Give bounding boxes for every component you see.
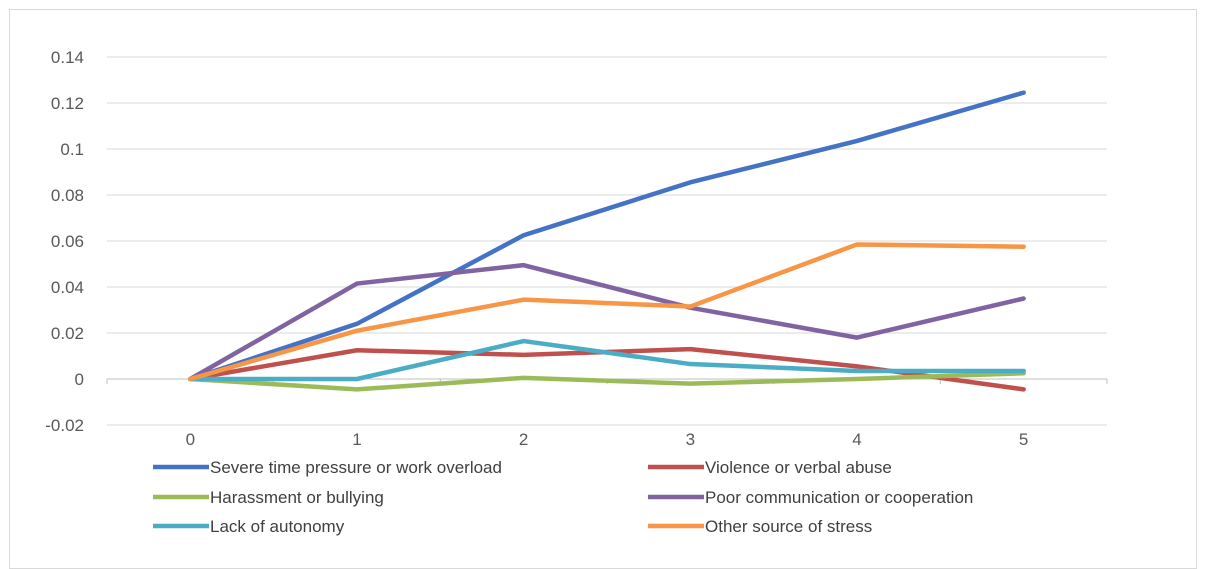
x-tick-label: 1: [352, 430, 361, 449]
legend-label: Lack of autonomy: [210, 517, 345, 536]
y-tick-label: 0.06: [51, 232, 84, 251]
y-tick-label: 0.02: [51, 324, 84, 343]
series-line: [188, 371, 1026, 392]
axes: -0.02 0 0.02 0.04 0.06 0.08 0.1 0.12 0.14 0 1 2 3 4 5: [45, 48, 1108, 449]
y-tick-label: 0: [75, 370, 84, 389]
legend: Severe time pressure or work overload Vio…: [153, 458, 973, 536]
chart-frame: [9, 9, 1197, 569]
series-line: [188, 242, 1026, 382]
y-tick-label: 0.12: [51, 94, 84, 113]
y-tick-label: 0.14: [51, 48, 84, 67]
x-tick-label: 3: [686, 430, 695, 449]
x-tick-label: 5: [1019, 430, 1028, 449]
series-line: [188, 90, 1026, 382]
series-line: [188, 338, 1026, 382]
y-tick-label: 0.08: [51, 186, 84, 205]
legend-label: Severe time pressure or work overload: [210, 458, 502, 477]
legend-label: Other source of stress: [705, 517, 872, 536]
y-tick-label: 0.1: [60, 140, 84, 159]
legend-label: Harassment or bullying: [210, 488, 384, 507]
x-tick-label: 4: [852, 430, 861, 449]
series-lines: [188, 90, 1026, 392]
y-tick-label: 0.04: [51, 278, 84, 297]
legend-label: Violence or verbal abuse: [705, 458, 892, 477]
series-line: [188, 262, 1026, 382]
x-tick-label: 0: [186, 430, 195, 449]
y-tick-label: -0.02: [45, 416, 84, 435]
x-tick-label: 2: [519, 430, 528, 449]
legend-label: Poor communication or cooperation: [705, 488, 973, 507]
